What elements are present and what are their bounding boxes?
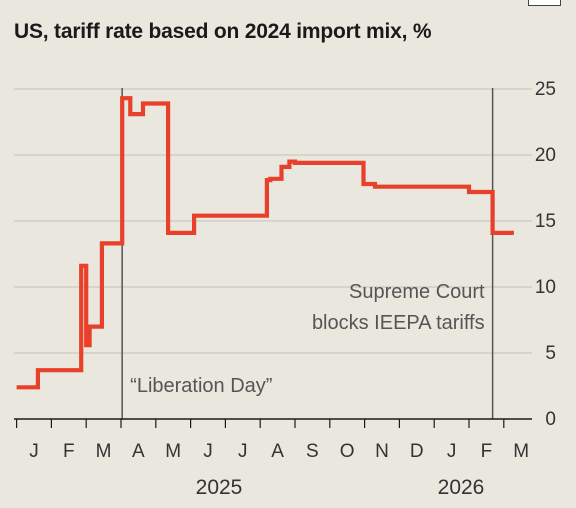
tariff-rate-line	[16, 96, 514, 390]
x-tick-label: F	[481, 441, 493, 462]
annotation-supreme-court: blocks IEEPA tariffs	[312, 312, 485, 334]
logo-tag	[528, 0, 561, 6]
y-tick-label: 15	[535, 211, 556, 232]
y-tick-label: 20	[535, 145, 556, 166]
chart-title: US, tariff rate based on 2024 import mix…	[14, 20, 432, 43]
x-tick-label: J	[447, 441, 457, 462]
x-tick-label: F	[63, 441, 75, 462]
x-tick-label: J	[29, 441, 39, 462]
x-tick-label: N	[375, 441, 389, 462]
annotation-liberation-day: “Liberation Day”	[130, 375, 272, 397]
y-tick-label: 5	[545, 343, 556, 364]
year-label: 2025	[196, 476, 243, 499]
y-tick-label: 10	[535, 277, 556, 298]
x-tick-label: A	[271, 441, 284, 462]
year-label: 2026	[438, 476, 485, 499]
x-tick-label: M	[96, 441, 112, 462]
x-tick-label: J	[203, 441, 213, 462]
annotation-supreme-court: Supreme Court	[349, 281, 485, 303]
x-tick-label: S	[306, 441, 319, 462]
y-tick-label: 0	[545, 409, 556, 430]
x-tick-label: M	[165, 441, 181, 462]
x-tick-label: M	[513, 441, 529, 462]
x-tick-label: A	[132, 441, 145, 462]
x-tick-label: D	[410, 441, 424, 462]
x-tick-label: O	[340, 441, 355, 462]
x-tick-label: J	[238, 441, 248, 462]
y-tick-label: 25	[535, 79, 556, 100]
